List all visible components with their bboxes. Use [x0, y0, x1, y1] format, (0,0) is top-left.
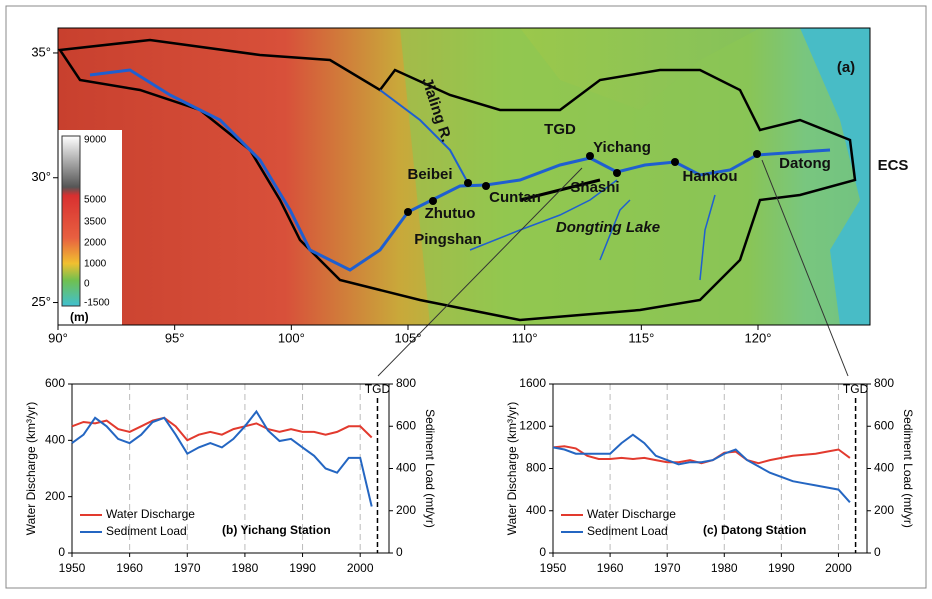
place-label: Dongting Lake	[556, 219, 660, 236]
colorbar-label: 5000	[84, 195, 107, 206]
y-tick-label: 0	[539, 545, 546, 559]
y-tick-label: 800	[526, 461, 546, 475]
x-tick-label: 1990	[768, 561, 795, 575]
y-tick-label: 1200	[519, 418, 546, 432]
y-tick-label: 1600	[519, 376, 546, 390]
y2-tick-label: 200	[874, 503, 894, 517]
series-line	[553, 446, 850, 463]
y-tick-label: 200	[45, 489, 65, 503]
panel-label: (a)	[837, 59, 855, 76]
x-tick-label: 105°	[395, 330, 422, 345]
legend-label: Sediment Load	[106, 524, 187, 538]
x-tick-label: 1980	[232, 561, 259, 575]
station	[429, 197, 437, 205]
x-tick-label: 100°	[278, 330, 305, 345]
x-tick-label: 120°	[745, 330, 772, 345]
place-label: Shashi	[570, 179, 619, 196]
colorbar-label: 3500	[84, 217, 107, 228]
place-label: ECS	[878, 157, 909, 174]
y2-tick-label: 400	[396, 461, 416, 475]
figure: (a) Jialing R. TGD Yichang Beibei Cuntan…	[0, 0, 932, 594]
station	[671, 158, 679, 166]
y2-tick-label: 400	[874, 461, 894, 475]
legend-label: Water Discharge	[587, 507, 676, 521]
legend-label: Sediment Load	[587, 524, 668, 538]
colorbar-label: 9000	[84, 135, 107, 146]
x-tick-label: 1970	[174, 561, 201, 575]
x-tick-label: 110°	[512, 330, 538, 345]
y2-axis-label: Sediment Load (mt/yr)	[901, 409, 915, 528]
series-line	[553, 435, 850, 503]
station	[404, 208, 412, 216]
station	[613, 169, 621, 177]
y2-axis-label: Sediment Load (mt/yr)	[423, 409, 437, 528]
chart-title: (b) Yichang Station	[222, 523, 331, 537]
y2-tick-label: 0	[874, 545, 881, 559]
y-tick-label: 400	[45, 433, 65, 447]
place-label: Yichang	[593, 139, 651, 156]
place-label: Hankou	[682, 168, 737, 185]
place-label: Zhutuo	[425, 205, 476, 222]
colorbar-label: 1000	[84, 259, 107, 270]
annotation: TGD	[843, 382, 869, 396]
station	[464, 179, 472, 187]
y2-tick-label: 200	[396, 503, 416, 517]
place-label: Pingshan	[414, 231, 482, 248]
y2-tick-label: 600	[874, 418, 894, 432]
x-tick-label: 1970	[654, 561, 681, 575]
chart-title: (c) Datong Station	[703, 523, 806, 537]
x-tick-label: 2000	[347, 561, 374, 575]
y-tick-label: 30°	[31, 169, 51, 184]
x-tick-label: 1960	[597, 561, 624, 575]
x-tick-label: 95°	[165, 330, 185, 345]
y2-tick-label: 600	[396, 418, 416, 432]
x-tick-label: 1950	[59, 561, 86, 575]
x-tick-label: 90°	[48, 330, 68, 345]
colorbar-label: 0	[84, 279, 90, 290]
x-tick-label: 1960	[116, 561, 143, 575]
y-tick-label: 35°	[31, 44, 51, 59]
annotation: TGD	[365, 382, 391, 396]
y2-tick-label: 800	[874, 376, 894, 390]
colorbar-label: 2000	[84, 238, 107, 249]
series-line	[72, 412, 372, 507]
place-label: TGD	[544, 121, 576, 138]
x-tick-label: 115°	[628, 330, 654, 345]
y2-tick-label: 0	[396, 545, 403, 559]
place-label: Cuntan	[489, 189, 541, 206]
colorbar	[62, 136, 80, 306]
place-label: Datong	[779, 155, 831, 172]
station	[753, 150, 761, 158]
colorbar-label: -1500	[84, 298, 110, 309]
place-label: Beibei	[407, 166, 452, 183]
chart: 1950 1960 1970 1980 1990 2000 0 400 800 1200 1600 0…	[505, 376, 915, 575]
x-tick-label: 1990	[289, 561, 316, 575]
y-tick-label: 400	[526, 503, 546, 517]
y-tick-label: 25°	[31, 294, 51, 309]
y-axis-label: Water Discharge (km³/yr)	[24, 402, 38, 536]
legend-label: Water Discharge	[106, 507, 195, 521]
x-tick-label: 1950	[540, 561, 567, 575]
x-tick-label: 2000	[825, 561, 852, 575]
chart: 1950 1960 1970 1980 1990 2000 0 200 400 600 0 200 40…	[24, 376, 437, 575]
y-axis-label: Water Discharge (km³/yr)	[505, 402, 519, 536]
y-tick-label: 0	[58, 545, 65, 559]
y-tick-label: 600	[45, 376, 65, 390]
x-tick-label: 1980	[711, 561, 738, 575]
y2-tick-label: 800	[396, 376, 416, 390]
map: (a) Jialing R. TGD Yichang Beibei Cuntan…	[58, 28, 908, 325]
legend-unit: (m)	[70, 310, 89, 324]
